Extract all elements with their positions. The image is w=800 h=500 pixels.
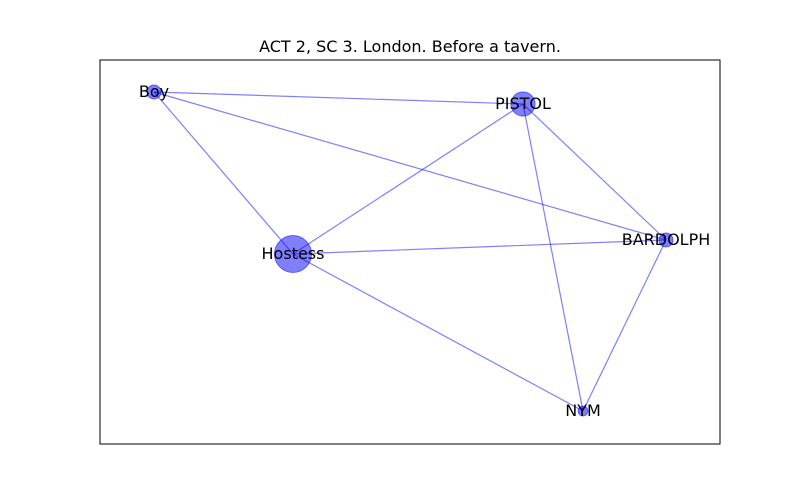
edge-boy-pistol [153, 91, 524, 105]
node-bardolph [658, 232, 674, 248]
node-label-pistol: PISTOL [495, 94, 551, 113]
plot-frame [99, 59, 721, 445]
edge-boy-bardolph [153, 91, 667, 241]
node-label-hostess: Hostess [262, 244, 325, 263]
node-label-bardolph: BARDOLPH [622, 230, 711, 249]
node-boy [146, 84, 162, 100]
edge-bardolph-nym [582, 239, 667, 412]
edge-boy-hostess [153, 91, 294, 255]
nodes-layer [146, 84, 674, 417]
node-label-nym: NYM [565, 401, 601, 420]
edge-pistol-bardolph [522, 103, 667, 241]
edge-hostess-bardolph [292, 239, 667, 255]
edge-pistol-nym [522, 103, 584, 412]
node-nym [577, 405, 589, 417]
labels-layer: Boy PISTOL BARDOLPH Hostess NYM [139, 82, 710, 420]
node-hostess [274, 235, 312, 273]
edges-layer [153, 91, 667, 412]
node-pistol [510, 91, 536, 117]
node-label-boy: Boy [139, 82, 169, 101]
edge-hostess-nym [292, 253, 584, 412]
figure-title: ACT 2, SC 3. London. Before a tavern. [259, 37, 561, 56]
edge-pistol-hostess [292, 103, 524, 255]
